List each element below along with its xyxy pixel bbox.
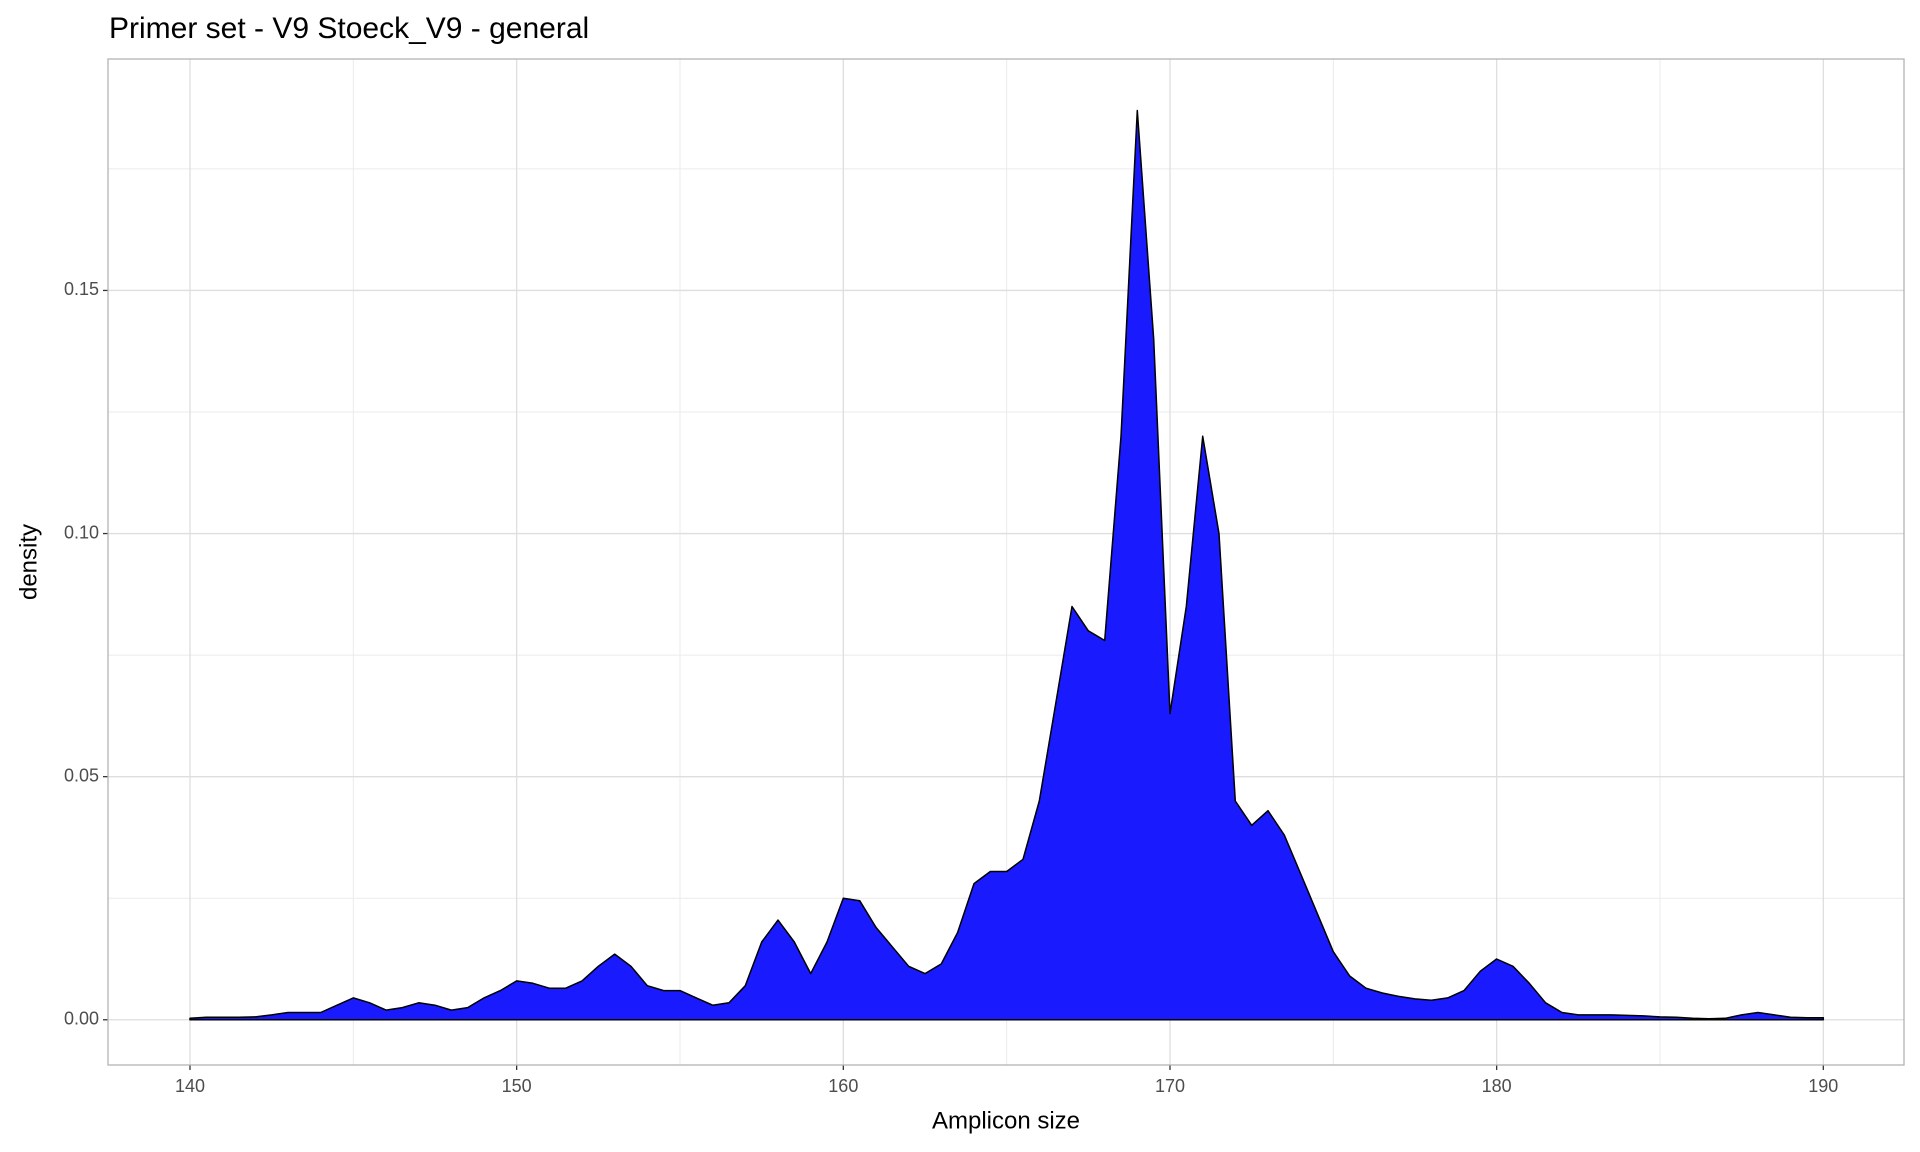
y-tick-label: 0.10 [64,522,99,542]
panel-border [107,58,1905,1066]
y-tick-label: 0.15 [64,279,99,299]
x-tick-label: 170 [1155,1076,1185,1096]
x-tick-label: 160 [828,1076,858,1096]
x-tick-label: 140 [175,1076,205,1096]
chart-title: Primer set - V9 Stoeck_V9 - general [109,12,589,45]
density-area [189,109,1825,1021]
x-tick-label: 150 [502,1076,532,1096]
x-tick-label: 180 [1482,1076,1512,1096]
x-tick-label: 190 [1808,1076,1838,1096]
x-axis-title: Amplicon size [932,1107,1080,1134]
y-tick-label: 0.05 [64,765,99,785]
y-axis-title: density [15,524,42,600]
y-tick-label: 0.00 [64,1009,99,1029]
